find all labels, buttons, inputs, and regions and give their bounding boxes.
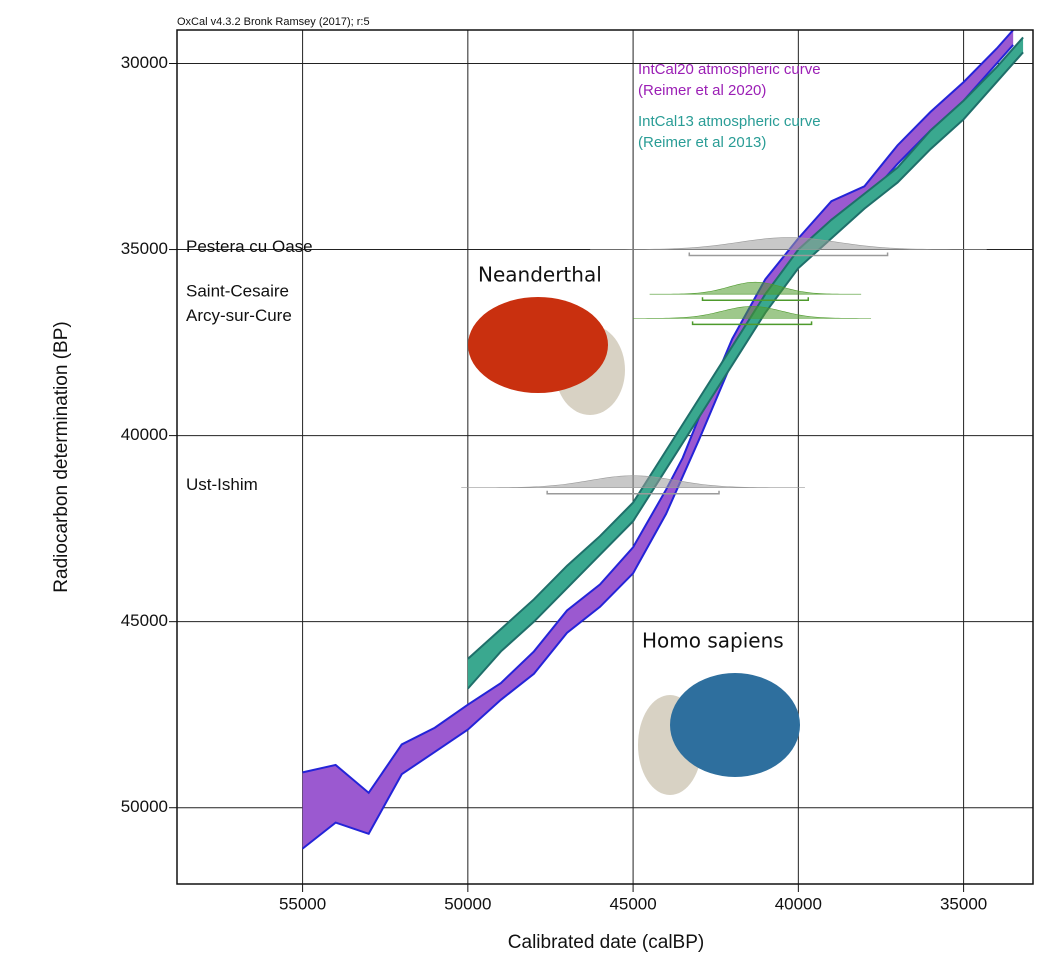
annotation: Homo sapiens bbox=[642, 629, 784, 653]
curve-edge bbox=[467, 51, 1024, 690]
sample-label: Ust-Ishim bbox=[186, 475, 258, 494]
range-bar bbox=[546, 490, 720, 495]
distribution bbox=[590, 237, 987, 250]
x-tick-label: 45000 bbox=[609, 894, 656, 913]
range-bar bbox=[691, 321, 813, 326]
y-tick-label: 40000 bbox=[121, 425, 168, 444]
range-bar bbox=[701, 297, 810, 301]
y-axis-title: Radiocarbon determination (BP) bbox=[51, 321, 72, 592]
curve-edge bbox=[302, 30, 1014, 795]
y-tick-label: 35000 bbox=[121, 239, 168, 258]
distribution bbox=[461, 475, 805, 488]
x-tick-label: 50000 bbox=[444, 894, 491, 913]
distribution bbox=[649, 281, 862, 295]
x-tick-label: 40000 bbox=[775, 894, 822, 913]
y-tick-label: 50000 bbox=[121, 797, 168, 816]
sapiens-skull bbox=[638, 673, 800, 795]
y-tick-label: 30000 bbox=[121, 53, 168, 72]
x-tick-label: 55000 bbox=[279, 894, 326, 913]
curve-edge bbox=[467, 36, 1024, 660]
sample-label: Saint-Cesaire bbox=[186, 282, 289, 301]
plot-area bbox=[177, 30, 1033, 884]
header: OxCal v4.3.2 Bronk Ramsey (2017); r:5 bbox=[177, 16, 370, 28]
sample-label: Arcy-sur-Cure bbox=[186, 306, 292, 325]
x-tick-label: 35000 bbox=[940, 894, 987, 913]
sample-label: Pestera cu Oase bbox=[186, 237, 313, 256]
legend-citation: (Reimer et al 2020) bbox=[638, 82, 766, 99]
curve-edge bbox=[301, 44, 1014, 850]
annotation: Neanderthal bbox=[478, 263, 602, 287]
legend-label: IntCal13 atmospheric curve bbox=[638, 113, 821, 130]
plot-frame bbox=[176, 29, 1034, 885]
y-tick-label: 45000 bbox=[121, 611, 168, 630]
curve-band bbox=[467, 37, 1024, 689]
range-bar bbox=[688, 252, 889, 257]
neanderthal-skull bbox=[468, 297, 625, 415]
curve-band bbox=[302, 30, 1014, 849]
legend-citation: (Reimer et al 2013) bbox=[638, 134, 766, 151]
legend-label: IntCal20 atmospheric curve bbox=[638, 61, 821, 78]
x-axis-title: Calibrated date (calBP) bbox=[508, 932, 704, 953]
distribution bbox=[633, 306, 872, 319]
